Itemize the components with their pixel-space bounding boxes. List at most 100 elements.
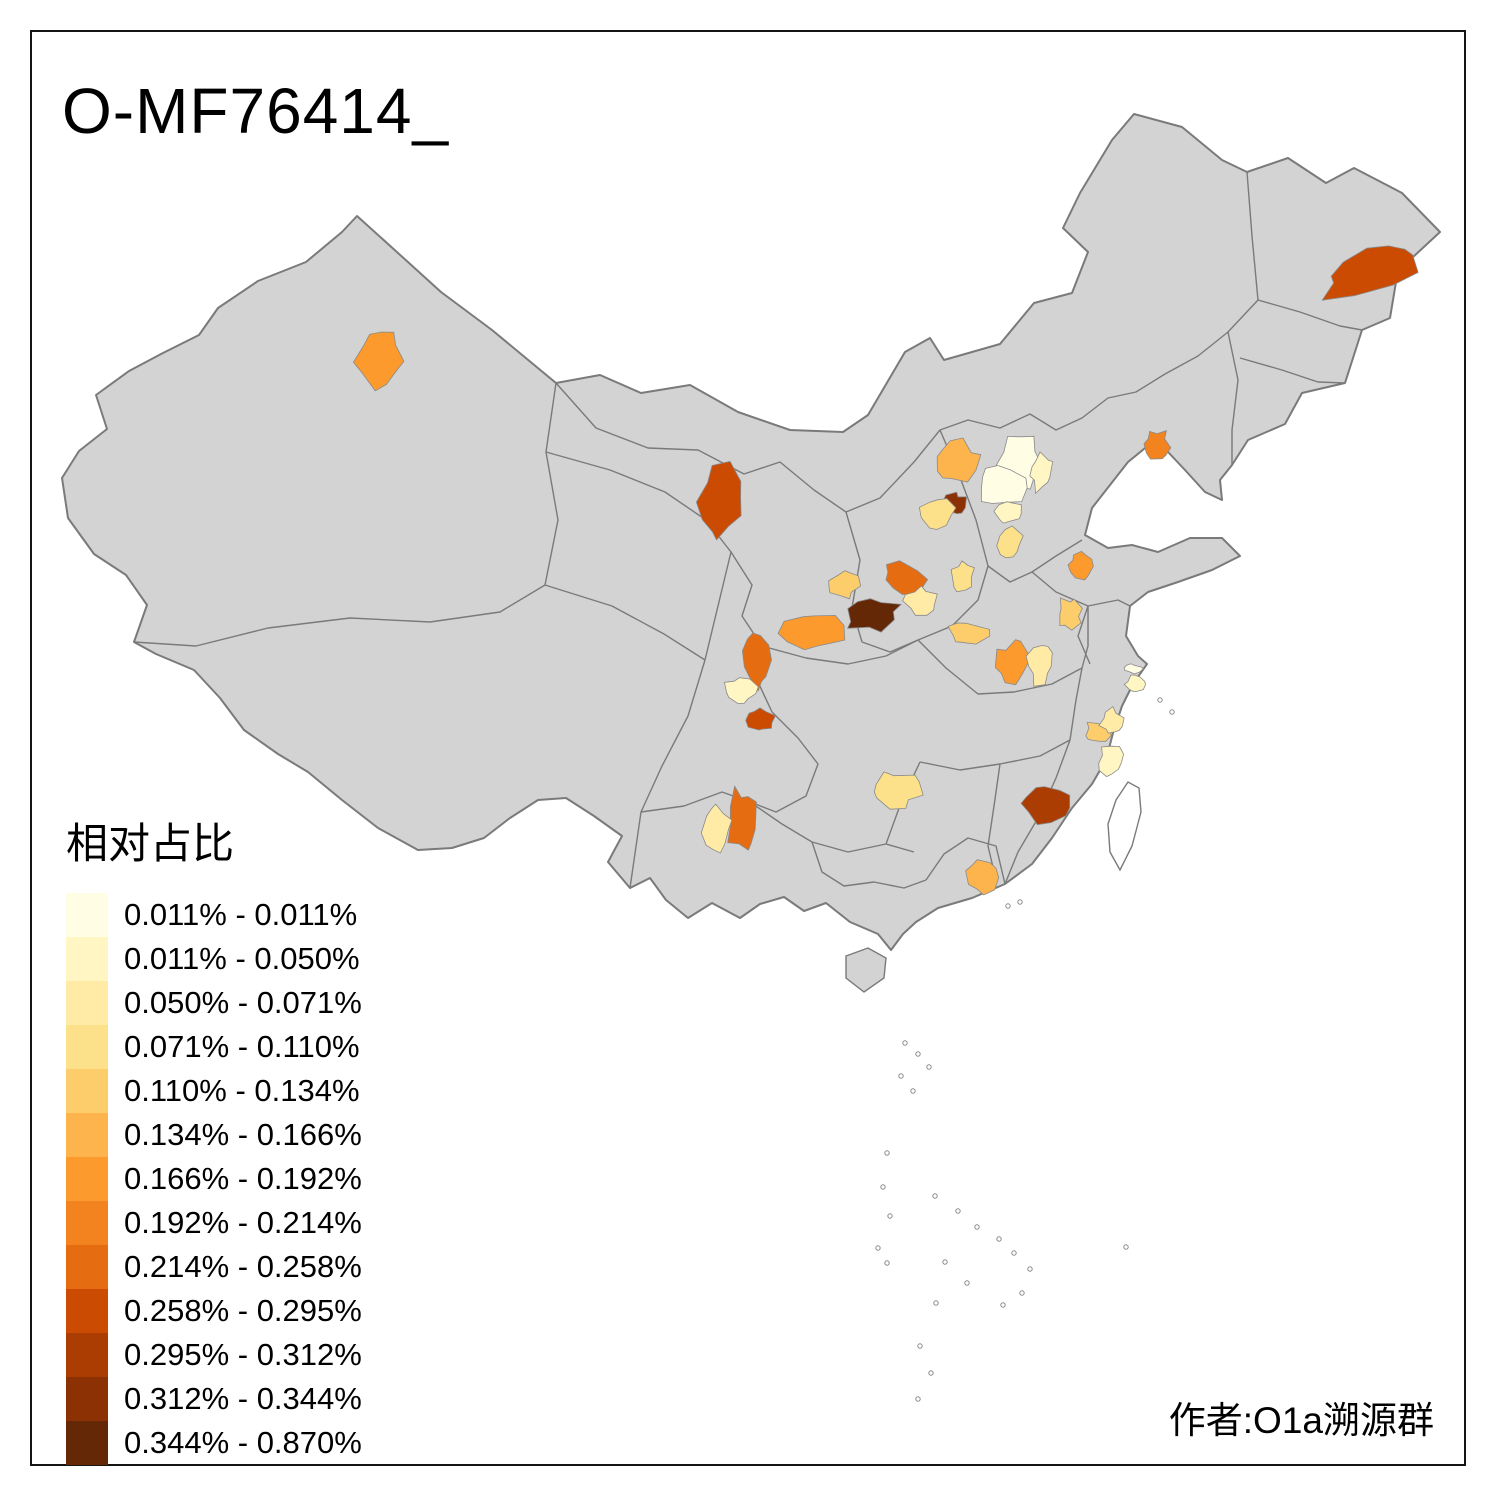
legend-row: 0.312% - 0.344%: [66, 1377, 362, 1421]
legend-row: 0.110% - 0.134%: [66, 1069, 362, 1113]
island-speck: [928, 1370, 934, 1376]
map-region-r09: [993, 501, 1022, 524]
island-speck: [915, 1051, 921, 1057]
legend-swatch: [66, 1201, 108, 1245]
map-region-r05: [936, 437, 982, 483]
island-speck: [875, 1245, 881, 1251]
map-region-r13: [828, 570, 862, 600]
island-speck: [884, 1260, 890, 1266]
south-china-sea-islands: [875, 697, 1175, 1402]
legend-label: 0.011% - 0.050%: [124, 941, 360, 976]
legend-row: 0.214% - 0.258%: [66, 1245, 362, 1289]
hainan-island: [845, 947, 887, 993]
legend-row: 0.011% - 0.050%: [66, 937, 362, 981]
island-speck: [1005, 903, 1011, 909]
legend-label: 0.192% - 0.214%: [124, 1205, 362, 1240]
author-credit: 作者:O1a溯源群: [1168, 1400, 1434, 1441]
page-title: O-MF76414_: [62, 75, 450, 147]
legend-label: 0.134% - 0.166%: [124, 1117, 362, 1152]
legend-swatch: [66, 893, 108, 937]
legend-label: 0.011% - 0.011%: [124, 897, 358, 932]
island-speck: [1123, 1244, 1129, 1250]
legend-row: 0.166% - 0.192%: [66, 1157, 362, 1201]
map-region-r22: [947, 622, 991, 645]
map-region-r19: [724, 677, 759, 704]
legend-label: 0.312% - 0.344%: [124, 1381, 362, 1416]
map-region-r25: [1059, 597, 1083, 631]
map-region-r02: [695, 460, 742, 541]
island-speck: [964, 1280, 970, 1286]
map-region-r31: [1123, 674, 1146, 693]
legend-label: 0.344% - 0.870%: [124, 1425, 362, 1460]
island-speck: [902, 1040, 908, 1046]
map-region-r17: [777, 614, 846, 651]
legend-swatch: [66, 1069, 108, 1113]
legend-row: 0.295% - 0.312%: [66, 1333, 362, 1377]
map-region-r28: [1098, 705, 1125, 734]
legend-row: 0.050% - 0.071%: [66, 981, 362, 1025]
legend-row: 0.192% - 0.214%: [66, 1201, 362, 1245]
map-region-r36: [965, 859, 1000, 896]
map-region-r32: [1020, 786, 1071, 826]
legend-items: 0.011% - 0.011% 0.011% - 0.050% 0.050% - 0…: [66, 893, 362, 1465]
island-speck: [1157, 697, 1163, 703]
legend-label: 0.258% - 0.295%: [124, 1293, 362, 1328]
island-speck: [926, 1064, 932, 1070]
island-speck: [880, 1184, 886, 1190]
legend-row: 0.011% - 0.011%: [66, 893, 362, 937]
island-speck: [1027, 1266, 1033, 1272]
choropleth-regions: [352, 245, 1419, 896]
island-speck: [917, 1343, 923, 1349]
map-region-r30: [1123, 663, 1144, 675]
map-region-r14: [885, 560, 929, 595]
island-speck: [942, 1259, 948, 1265]
legend-label: 0.295% - 0.312%: [124, 1337, 362, 1372]
map-region-r11: [918, 498, 957, 530]
map-region-r07: [1029, 451, 1054, 495]
map-region-r20: [745, 707, 776, 731]
map-region-r35: [873, 771, 924, 810]
map-region-r33: [727, 785, 757, 851]
map-region-r34: [700, 803, 733, 854]
map-region-r29: [1098, 745, 1125, 778]
island-speck: [933, 1300, 939, 1306]
island-speck: [1019, 1290, 1025, 1296]
map-region-r01: [352, 331, 405, 392]
map-region-r18: [741, 632, 772, 692]
map-region-r21: [950, 560, 975, 593]
legend-label: 0.166% - 0.192%: [124, 1161, 362, 1196]
legend: 相对占比 0.011% - 0.011% 0.011% - 0.050% 0.050…: [66, 810, 362, 1465]
map-region-r15: [902, 585, 938, 616]
island-speck: [1017, 899, 1023, 905]
island-speck: [996, 1236, 1002, 1242]
legend-label: 0.110% - 0.134%: [124, 1073, 360, 1108]
legend-swatch: [66, 1025, 108, 1069]
island-speck: [887, 1213, 893, 1219]
legend-title: 相对占比: [66, 820, 235, 867]
island-speck: [884, 1150, 890, 1156]
legend-row: 0.344% - 0.870%: [66, 1421, 362, 1465]
plot-border-frame: [30, 30, 1466, 1466]
island-speck: [910, 1088, 916, 1094]
legend-swatch: [66, 1289, 108, 1333]
legend-row: 0.134% - 0.166%: [66, 1113, 362, 1157]
island-speck: [1000, 1302, 1006, 1308]
map-region-r16: [846, 598, 903, 633]
legend-swatch: [66, 1245, 108, 1289]
legend-label: 0.214% - 0.258%: [124, 1249, 362, 1284]
island-speck: [1011, 1250, 1017, 1256]
legend-swatch: [66, 1333, 108, 1377]
legend-swatch: [66, 937, 108, 981]
island-speck: [915, 1396, 921, 1402]
island-speck: [1169, 709, 1175, 715]
map-region-r23: [994, 639, 1029, 686]
map-region-r12: [996, 525, 1024, 559]
legend-row: 0.258% - 0.295%: [66, 1289, 362, 1333]
legend-label: 0.071% - 0.110%: [124, 1029, 360, 1064]
island-speck: [898, 1073, 904, 1079]
taiwan-island: [1107, 781, 1142, 872]
legend-swatch: [66, 1157, 108, 1201]
map-region-r26: [1067, 550, 1094, 581]
